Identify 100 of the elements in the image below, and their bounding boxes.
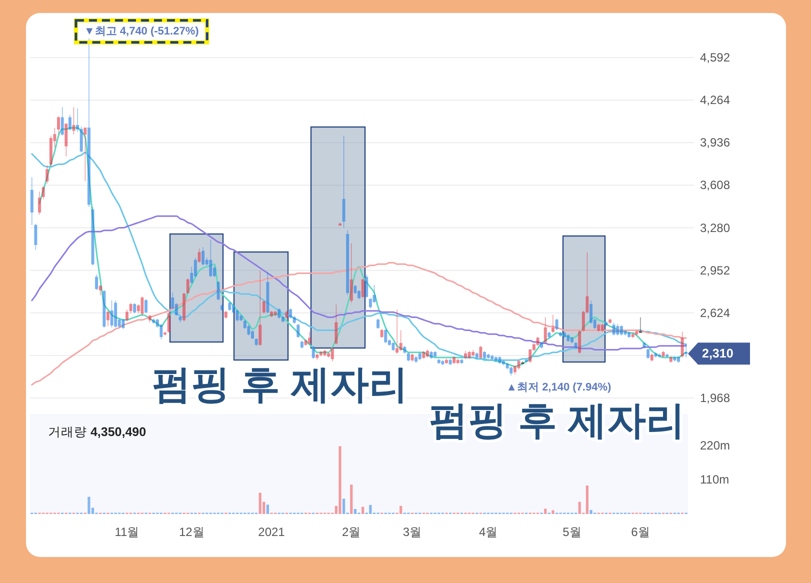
candlestick: [597, 323, 600, 332]
candlestick: [68, 114, 72, 131]
bar: [369, 504, 372, 514]
candlestick: [182, 292, 186, 322]
candlestick: [270, 310, 273, 318]
candlestick: [190, 266, 194, 284]
candlestick: [680, 331, 684, 358]
candlestick: [578, 330, 582, 354]
candlestick: [490, 354, 494, 360]
bar: [88, 496, 90, 514]
candlestick: [574, 342, 578, 349]
text: 거래량 4,350,490: [48, 425, 146, 439]
candlestick: [654, 352, 658, 358]
candlestick: [388, 339, 391, 346]
bar: [544, 508, 547, 514]
candlestick: [456, 358, 460, 364]
candlestick: [548, 331, 551, 338]
candlestick: [42, 186, 45, 200]
x-tick-label: 3월: [402, 525, 422, 539]
candlestick: [95, 274, 98, 290]
bar: [258, 492, 262, 514]
candlestick: [164, 331, 166, 336]
candlestick: [243, 320, 246, 330]
candlestick: [448, 358, 452, 366]
candlestick: [304, 339, 308, 346]
candlestick: [34, 224, 38, 250]
candlestick: [528, 349, 532, 364]
bar: [400, 506, 402, 514]
candlestick: [666, 353, 669, 358]
candlestick: [566, 334, 570, 342]
candlestick: [494, 356, 498, 362]
candlestick: [312, 346, 315, 360]
candlestick: [171, 292, 174, 310]
candlestick: [228, 301, 232, 312]
candlestick: [202, 246, 205, 266]
candlestick: [350, 243, 353, 304]
bar: [354, 509, 356, 514]
candlestick: [380, 328, 384, 338]
candlestick: [236, 309, 239, 322]
candlestick: [220, 304, 224, 312]
candlestick: [521, 361, 524, 364]
candlestick: [46, 165, 49, 184]
candlestick: [590, 300, 592, 324]
candlestick: [110, 300, 114, 328]
candlestick: [289, 308, 292, 319]
y-tick-label: 220m: [700, 438, 730, 452]
bar: [342, 498, 346, 514]
candlestick: [502, 360, 506, 366]
candlestick: [552, 314, 554, 334]
candlestick: [650, 353, 654, 362]
candlestick: [396, 309, 399, 354]
y-tick-label: 3,608: [700, 178, 730, 192]
candlestick: [72, 106, 76, 135]
candlestick: [278, 308, 281, 319]
y-tick-label: 110m: [700, 472, 730, 487]
candlestick: [274, 310, 277, 316]
candlestick: [334, 304, 338, 345]
candlestick: [570, 336, 574, 344]
candlestick: [129, 302, 132, 314]
bar: [266, 504, 270, 514]
candlestick: [540, 342, 544, 349]
candlestick: [365, 274, 368, 298]
candlestick: [624, 330, 627, 336]
candlestick: [441, 360, 444, 366]
candlestick: [174, 302, 178, 316]
candlestick: [662, 350, 665, 358]
candlestick: [144, 298, 148, 314]
candlestick: [178, 316, 182, 323]
candlestick: [247, 324, 250, 336]
candlestick: [330, 346, 334, 362]
candlestick: [544, 317, 547, 344]
candlestick: [53, 128, 56, 148]
candlestick: [479, 346, 482, 360]
candlestick: [399, 330, 402, 352]
candlestick: [452, 356, 456, 364]
candlestick: [510, 366, 513, 376]
candlestick: [205, 257, 208, 266]
bar: [338, 446, 342, 514]
candlestick: [262, 300, 266, 314]
candlestick: [30, 176, 34, 226]
y-tick-label: 4,592: [700, 50, 730, 65]
candlestick: [426, 349, 429, 358]
x-tick-label: 12월: [178, 525, 204, 539]
candlestick: [673, 356, 676, 362]
candlestick: [316, 353, 319, 360]
candlestick: [559, 331, 562, 338]
candlestick: [49, 135, 52, 168]
annotation: 펌핑 후 제자리: [152, 364, 408, 406]
y-tick-label: 3,280: [700, 220, 730, 235]
candlestick: [209, 239, 212, 278]
candlestick: [532, 342, 536, 352]
x-tick-label: 2월: [342, 525, 361, 539]
candlestick: [354, 284, 357, 294]
bar: [350, 484, 353, 514]
candlestick: [358, 290, 360, 300]
candlestick: [483, 350, 486, 360]
candlestick: [258, 270, 262, 346]
candlestick: [98, 284, 102, 296]
candlestick: [160, 323, 163, 340]
bar: [586, 486, 589, 514]
